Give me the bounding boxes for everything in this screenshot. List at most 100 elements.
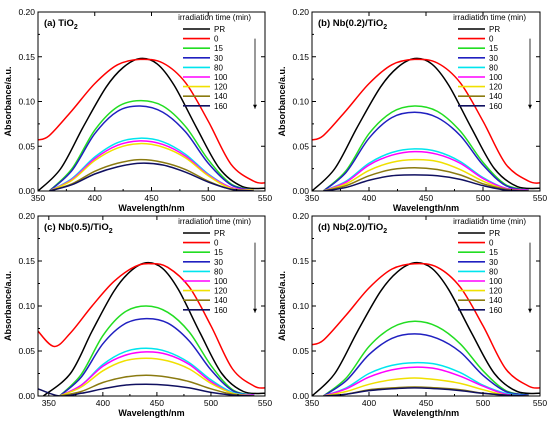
x-tick-label: 450	[150, 398, 164, 408]
legend-label: 160	[214, 306, 228, 315]
series-line-120	[323, 377, 529, 396]
series-line-160	[38, 383, 255, 396]
legend-label: 100	[214, 277, 228, 286]
y-tick-label: 0.10	[292, 301, 309, 311]
x-tick-label: 500	[204, 398, 218, 408]
x-axis-title: Wavelength/nm	[393, 408, 459, 418]
legend-label: 160	[489, 102, 503, 111]
x-tick-label: 550	[533, 193, 547, 203]
panel-label-main: (a) TiO	[44, 18, 74, 29]
panel-label-subscript: 2	[383, 228, 387, 235]
series-line-0	[312, 58, 540, 184]
series-line-30	[322, 111, 529, 191]
y-tick-label: 0.15	[292, 256, 309, 266]
y-tick-label: 0.00	[292, 186, 309, 196]
legend-label: PR	[214, 25, 225, 34]
series-line-120	[323, 158, 529, 191]
time-arrow-head	[253, 308, 257, 313]
series-line-15	[59, 305, 255, 396]
series-group	[38, 261, 265, 396]
series-line-140	[323, 166, 529, 191]
x-tick-label: 350	[305, 193, 319, 203]
x-tick-label: 550	[533, 398, 547, 408]
legend-label: PR	[489, 229, 500, 238]
panel-3: 350 400 450 500 550 0.00 0.05 0.10 0.15 0.20 Wavel…	[3, 211, 272, 418]
legend-label: 30	[214, 54, 223, 63]
series-line-15	[322, 320, 529, 396]
x-axis-title: Wavelength/nm	[118, 408, 184, 418]
series-line-100	[323, 366, 529, 396]
legend: irradiation time (min) PR0153080100120140…	[178, 217, 257, 315]
series-line-PR	[312, 261, 540, 396]
legend-label: PR	[489, 25, 500, 34]
legend-title: irradiation time (min)	[178, 217, 251, 226]
x-tick-label: 550	[258, 398, 272, 408]
legend-label: 120	[214, 83, 228, 92]
legend-label: 30	[489, 258, 498, 267]
legend-label: 15	[489, 248, 498, 257]
x-tick-label: 400	[96, 398, 110, 408]
series-group	[312, 57, 540, 191]
legend-label: 80	[489, 267, 498, 276]
x-tick-label: 350	[305, 398, 319, 408]
x-axis-title: Wavelength/nm	[393, 203, 459, 213]
series-line-0	[312, 262, 540, 389]
legend-label: 0	[489, 35, 494, 44]
panel-4: 350 400 450 500 550 0.00 0.05 0.10 0.15 0.20 Wavel…	[277, 211, 547, 418]
series-line-160	[323, 387, 529, 396]
series-line-80	[48, 137, 254, 191]
y-tick-label: 0.20	[292, 7, 309, 17]
panel-label-subscript: 2	[383, 24, 387, 31]
time-arrow-head	[253, 104, 257, 109]
series-line-160	[323, 174, 529, 191]
legend-label: 15	[214, 44, 223, 53]
legend-label: 0	[214, 35, 219, 44]
legend-label: 160	[214, 102, 228, 111]
legend-label: 15	[489, 44, 498, 53]
x-tick-label: 550	[258, 193, 272, 203]
legend-label: 140	[214, 92, 228, 101]
legend-label: 100	[489, 277, 503, 286]
y-axis-title: Absorbance/a.u.	[3, 271, 13, 341]
series-line-100	[49, 140, 254, 191]
y-tick-label: 0.05	[18, 141, 35, 151]
y-tick-label: 0.10	[18, 97, 35, 107]
legend-label: 140	[489, 296, 503, 305]
legend-label: 80	[214, 63, 223, 72]
legend: irradiation time (min) PR0153080100120140…	[178, 13, 257, 111]
legend-label: 100	[489, 73, 503, 82]
series-group	[38, 57, 265, 191]
y-axis-title: Absorbance/a.u.	[277, 66, 287, 136]
y-tick-label: 0.10	[18, 301, 35, 311]
y-axis-title: Absorbance/a.u.	[3, 66, 13, 136]
panel-label: (a) TiO2	[44, 18, 78, 31]
legend-label: 30	[489, 54, 498, 63]
time-arrow-head	[528, 308, 532, 313]
panel-label-main: (c) Nb(0.5)/TiO	[44, 222, 109, 233]
legend-label: 80	[489, 63, 498, 72]
x-tick-label: 500	[476, 398, 490, 408]
panel-label-main: (b) Nb(0.2)/TiO	[318, 18, 383, 29]
series-line-30	[48, 105, 254, 191]
panel-label-subscript: 2	[74, 24, 78, 31]
legend-label: PR	[214, 229, 225, 238]
x-tick-label: 450	[144, 193, 158, 203]
x-tick-label: 450	[419, 193, 433, 203]
y-tick-label: 0.20	[18, 211, 35, 221]
legend-label: 0	[214, 239, 219, 248]
legend-label: 0	[489, 239, 494, 248]
series-line-0	[38, 262, 265, 389]
series-line-100	[323, 150, 529, 191]
series-group	[312, 261, 540, 396]
y-axis-title: Absorbance/a.u.	[277, 271, 287, 341]
series-line-15	[322, 105, 529, 191]
panel-1: 350 400 450 500 550 0.00 0.05 0.10 0.15 0.20 Wavel…	[3, 7, 272, 213]
panel-label: (b) Nb(0.2)/TiO2	[318, 18, 387, 31]
panel-label-main: (d) Nb(2.0)/TiO	[318, 222, 383, 233]
series-line-140	[59, 374, 255, 396]
y-tick-label: 0.20	[292, 211, 309, 221]
series-line-120	[59, 357, 255, 396]
series-line-30	[59, 317, 255, 396]
y-tick-label: 0.00	[292, 391, 309, 401]
